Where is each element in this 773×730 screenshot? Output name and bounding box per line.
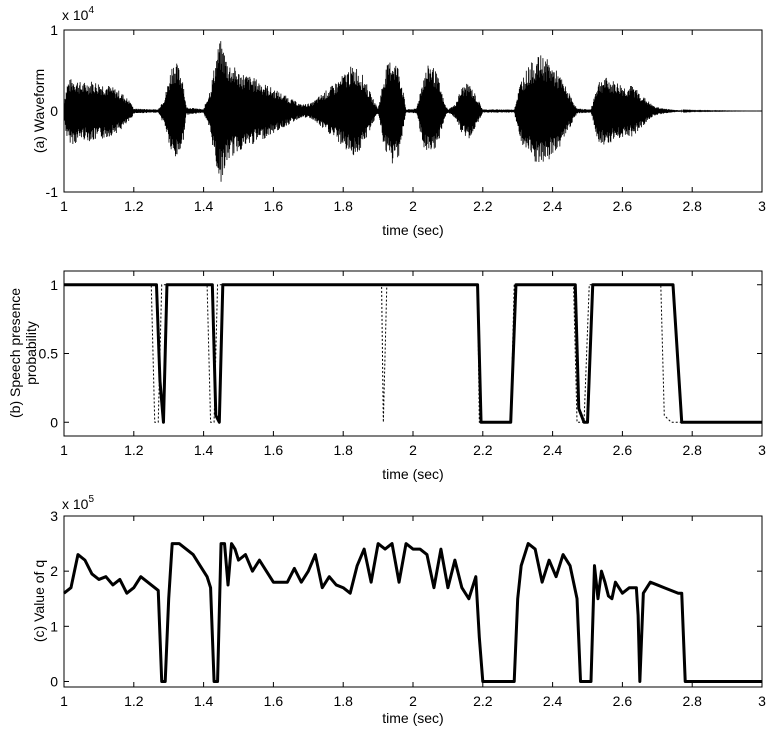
panel-b-marks (64, 283, 762, 424)
y-tick-label: 3 (50, 508, 58, 524)
x-tick-label: 2.8 (682, 442, 702, 458)
y-tick-label: -1 (46, 184, 59, 200)
x-tick-label: 2.4 (543, 442, 563, 458)
x-tick-label: 3 (758, 198, 766, 214)
x-tick-label: 2.4 (543, 693, 563, 709)
x-tick-label: 2.8 (682, 198, 702, 214)
x-tick-label: 2.6 (613, 442, 633, 458)
y-tick-label: 1 (50, 618, 58, 634)
panel-a-ylabel: (a) Waveform (31, 69, 47, 153)
x-tick-label: 1.4 (194, 693, 214, 709)
panel-b-axes-box (63, 270, 763, 437)
panel-b-ticks: 1 1.2 1.4 1.6 1.8 2 2.2 2.4 2.6 2.8 3 0 0.5 1 (39, 271, 766, 458)
x-tick-label: 1.4 (194, 198, 214, 214)
y-tick-label: 0 (50, 414, 58, 430)
y-tick-label: 2 (50, 563, 58, 579)
x-tick-label: 1.8 (333, 198, 353, 214)
x-tick-label: 2.2 (473, 442, 493, 458)
panel-a-exponent-base: x 10 (62, 7, 89, 23)
x-tick-label: 2.4 (543, 198, 563, 214)
x-tick-label: 3 (758, 442, 766, 458)
dotted-series-line (64, 284, 762, 423)
x-tick-label: 2 (409, 198, 417, 214)
panel-a-exponent-power: 4 (88, 5, 94, 16)
y-tick-label: 1 (50, 22, 58, 38)
x-tick-label: 1.8 (333, 442, 353, 458)
x-tick-label: 2 (409, 442, 417, 458)
panel-c-marks (63, 542, 762, 683)
y-tick-label: 1 (50, 277, 58, 293)
x-tick-label: 1.4 (194, 442, 214, 458)
x-tick-label: 1.8 (333, 693, 353, 709)
panel-c-ylabel: (c) Value of q (31, 560, 47, 642)
x-tick-label: 1.2 (124, 198, 144, 214)
x-tick-label: 2.6 (613, 693, 633, 709)
panel-b-ylabel-line2: probability (23, 321, 39, 385)
y-tick-label: 0 (50, 673, 58, 689)
x-tick-label: 1 (60, 442, 68, 458)
x-tick-label: 1.2 (124, 442, 144, 458)
x-tick-label: 1 (60, 693, 68, 709)
x-tick-label: 2 (409, 693, 417, 709)
panel-b-xlabel: time (sec) (382, 466, 443, 482)
x-tick-label: 2.2 (473, 693, 493, 709)
x-tick-label: 1.6 (264, 198, 284, 214)
panel-a-exponent: x 104 (62, 5, 94, 23)
y-tick-label: 0 (50, 103, 58, 119)
x-tick-label: 1.2 (124, 693, 144, 709)
x-tick-label: 1.6 (264, 442, 284, 458)
waveform-series-line (63, 41, 762, 182)
panel-a-waveform: 1 1.2 1.4 1.6 1.8 2 2.2 2.4 2.6 2.8 3 -1 0 1 x 104 ti… (31, 5, 766, 238)
panel-c-exponent-power: 5 (88, 494, 94, 505)
panel-a-ticks: 1 1.2 1.4 1.6 1.8 2 2.2 2.4 2.6 2.8 3 -1 0 1 (46, 22, 767, 214)
panel-c-exponent-base: x 10 (62, 496, 89, 512)
x-tick-label: 1 (60, 198, 68, 214)
solid-series-line (63, 542, 762, 683)
x-tick-label: 2.8 (682, 693, 702, 709)
panel-b-ylabel-line1: (b) Speech presence (7, 288, 23, 418)
panel-c-xlabel: time (sec) (382, 710, 443, 726)
x-tick-label: 2.2 (473, 198, 493, 214)
panel-c-exponent: x 105 (62, 494, 94, 512)
x-tick-label: 2.6 (613, 198, 633, 214)
panel-b-speech-presence: 1 1.2 1.4 1.6 1.8 2 2.2 2.4 2.6 2.8 3 0 0.5 1 time (s… (7, 270, 766, 482)
x-tick-label: 3 (758, 693, 766, 709)
panel-a-marks (63, 41, 762, 182)
panel-a-xlabel: time (sec) (382, 222, 443, 238)
x-tick-label: 1.6 (264, 693, 284, 709)
y-tick-label: 0.5 (39, 346, 59, 362)
